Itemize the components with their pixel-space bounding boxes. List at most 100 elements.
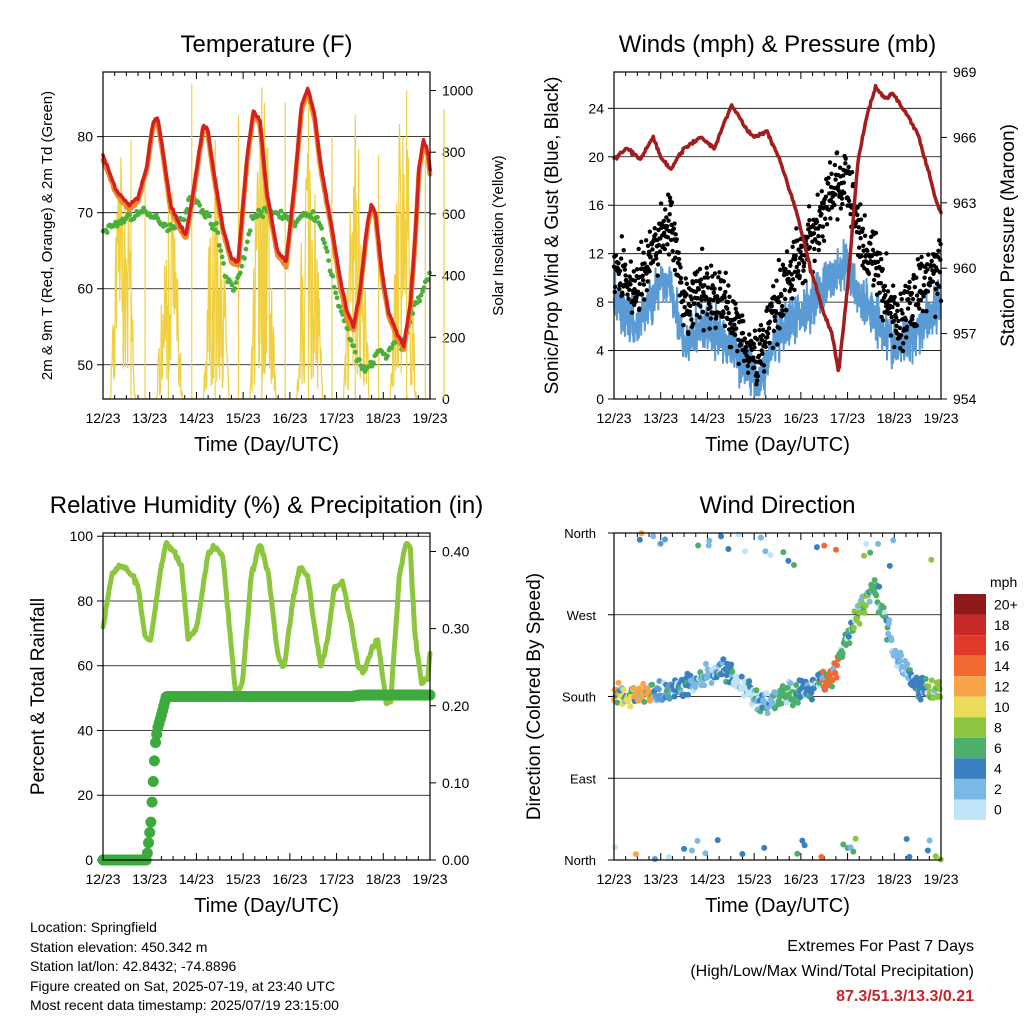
gust-point [695, 295, 700, 301]
dewpoint-point [258, 209, 264, 215]
gust-point [883, 292, 888, 298]
gust-point [816, 241, 822, 246]
colorbar-swatch [954, 717, 986, 738]
gust-point [892, 294, 897, 300]
direction-point [794, 850, 801, 857]
gust-point [710, 283, 715, 288]
gust-point [837, 165, 843, 170]
gust-point [838, 206, 844, 211]
gust-point [612, 289, 617, 295]
direction-point [885, 630, 892, 637]
direction-point [671, 693, 678, 700]
x-tick-label: 12/23 [596, 410, 631, 426]
gust-point [765, 331, 771, 336]
gust-point [933, 314, 938, 320]
y-tick-label: 50 [77, 357, 93, 373]
gust-point [630, 298, 635, 304]
gust-point [742, 336, 747, 341]
gust-point [755, 337, 760, 342]
gust-point [655, 273, 660, 278]
gust-point [676, 256, 682, 262]
colorbar-swatch [954, 676, 986, 697]
y-right-tick-label: 400 [442, 268, 466, 284]
gust-point [900, 311, 905, 316]
x-tick-label: 14/23 [179, 410, 214, 426]
gust-point [769, 303, 774, 309]
station-latlon: Station lat/lon: 42.8432; -74.8896 [30, 958, 237, 974]
direction-point [650, 533, 657, 540]
x-tick-label: 18/23 [877, 410, 912, 426]
gust-point [773, 310, 779, 315]
dewpoint-point [244, 239, 250, 245]
colorbar-label: 10 [994, 699, 1010, 715]
gust-point [855, 212, 860, 218]
gust-point [860, 226, 866, 232]
gust-point [661, 218, 666, 224]
gust-point [793, 253, 798, 258]
gust-point [735, 348, 740, 354]
gust-point [629, 310, 635, 315]
direction-point [875, 540, 882, 547]
gust-point [701, 328, 706, 333]
direction-point [867, 549, 874, 556]
direction-point [783, 699, 790, 706]
gust-point [836, 188, 841, 193]
gust-point [930, 279, 935, 284]
gust-point [621, 248, 626, 253]
gust-point [640, 273, 645, 279]
colorbar-label: 16 [994, 637, 1010, 653]
gust-point [820, 234, 825, 239]
gust-point [862, 213, 867, 218]
gust-point [622, 267, 628, 272]
x-tick-label: 19/23 [923, 410, 958, 426]
gust-point [784, 249, 790, 254]
gust-point [712, 286, 717, 291]
direction-point [651, 855, 658, 862]
gust-point [627, 287, 632, 293]
gust-point [755, 373, 761, 379]
gust-point [667, 195, 673, 200]
direction-point [735, 531, 742, 538]
gust-point [866, 271, 872, 277]
gust-point [779, 293, 784, 299]
precip-point [150, 737, 162, 749]
gust-point [639, 266, 644, 271]
direction-point [797, 694, 804, 701]
dewpoint-point [351, 343, 357, 349]
y-tick-label: 70 [77, 205, 93, 221]
direction-point [655, 686, 662, 693]
y-tick-label: West [567, 608, 597, 623]
gust-point [689, 317, 694, 322]
gust-point [661, 243, 666, 248]
plot-frame [102, 532, 431, 861]
gust-point [782, 287, 787, 293]
x-tick-label: 15/23 [226, 871, 261, 887]
direction-point [787, 680, 794, 687]
dewpoint-point [127, 212, 133, 218]
direction-point [630, 684, 637, 691]
gust-point [637, 281, 642, 287]
gust-point [788, 263, 793, 268]
gust-point [767, 340, 772, 346]
dewpoint-point [278, 208, 284, 214]
dewpoint-point [207, 213, 212, 219]
direction-point [620, 686, 627, 693]
gust-point [822, 216, 828, 221]
dewpoint-point [202, 214, 208, 220]
x-tick-label: 12/23 [85, 410, 120, 426]
dewpoint-point [197, 202, 203, 208]
gust-point [877, 251, 883, 256]
gust-point [751, 341, 756, 346]
gust-point [897, 325, 903, 331]
direction-point [784, 684, 791, 691]
gust-point [669, 200, 675, 205]
direction-point [746, 678, 753, 685]
gust-point [698, 277, 704, 282]
gust-point [858, 217, 864, 222]
gust-point [751, 365, 757, 370]
gust-point [684, 281, 690, 287]
dewpoint-point [333, 290, 339, 296]
colorbar-label: 6 [994, 740, 1002, 756]
colorbar-swatch [954, 594, 986, 615]
y-tick-label: South [562, 690, 596, 705]
